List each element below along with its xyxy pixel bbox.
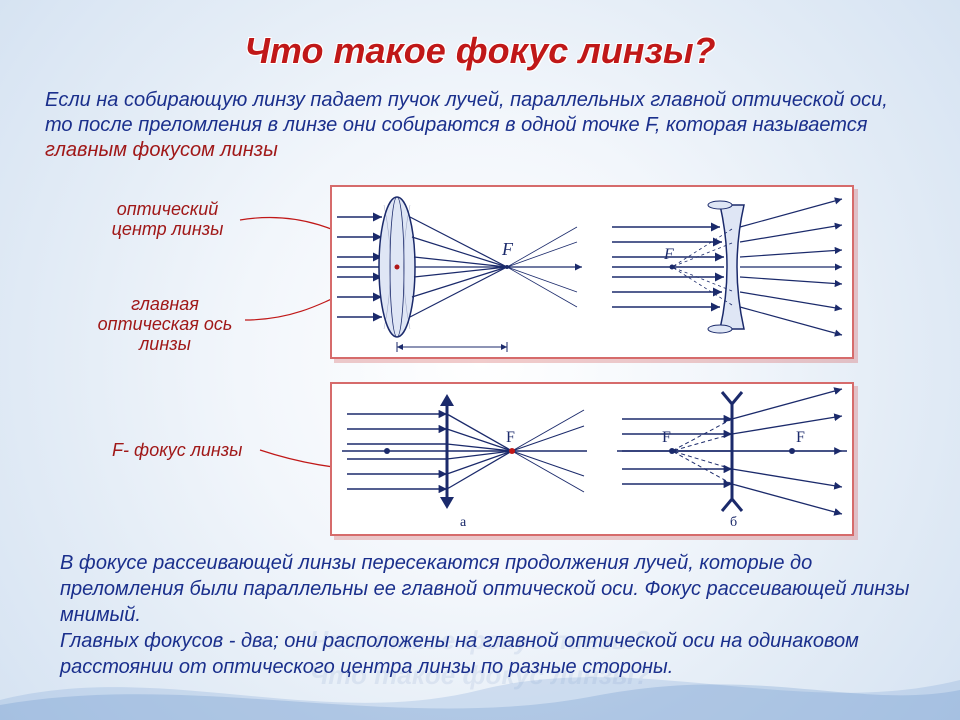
diagram-top: F (330, 185, 854, 359)
intro-text: Если на собирающую линзу падает пучок лу… (45, 88, 915, 163)
label-focus: F- фокус линзы (112, 440, 242, 461)
intro-emphasis: главным фокусом линзы (45, 139, 278, 161)
bottom-text: В фокусе рассеивающей линзы пересекаются… (60, 550, 910, 680)
subfig-b: б (730, 515, 737, 530)
converging-lens-3d: F (337, 197, 582, 352)
diagram-bottom-svg: F а (332, 384, 852, 534)
focus-F-label-2: F (663, 246, 674, 263)
diverging-lens-symbol: F F б (617, 389, 847, 530)
page-title: Что такое фокус линзы? (0, 30, 960, 72)
subfig-a: а (460, 515, 467, 530)
diverging-lens-3d: F (612, 199, 842, 335)
label-optical-axis: главная оптическая ось линзы (80, 295, 250, 354)
intro-part1: Если на собирающую линзу падает пучок лу… (45, 89, 888, 136)
focus-F-label-3: F (506, 429, 515, 446)
focus-F-label-4: F (662, 429, 671, 446)
diagram-bottom: F а (330, 382, 854, 536)
diagram-top-svg: F (332, 187, 852, 357)
focus-F-label-1: F (501, 239, 514, 259)
converging-lens-symbol: F а (342, 394, 587, 530)
focus-F-label-5: F (796, 429, 805, 446)
label-optical-center: оптический центр линзы (90, 200, 245, 240)
